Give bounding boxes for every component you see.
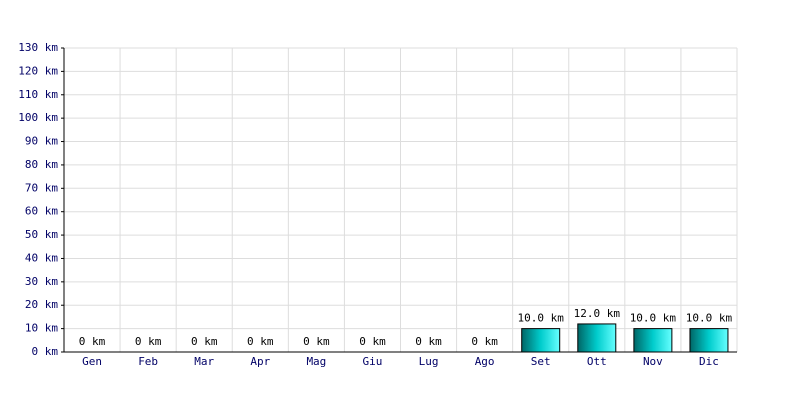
x-tick-label: Dic: [699, 355, 719, 368]
y-tick-label: 130 km: [18, 41, 58, 54]
y-tick-label: 40 km: [25, 251, 58, 264]
y-tick-label: 90 km: [25, 135, 58, 148]
data-label: 10.0 km: [686, 312, 733, 325]
y-tick-label: 30 km: [25, 275, 58, 288]
x-tick-label: Feb: [138, 355, 158, 368]
bar: [633, 328, 673, 353]
x-tick-label: Mar: [194, 355, 214, 368]
x-tick-label: Set: [531, 355, 551, 368]
y-tick-label: 120 km: [18, 64, 58, 77]
y-tick-label: 110 km: [18, 88, 58, 101]
data-label: 0 km: [415, 335, 442, 348]
data-label: 12.0 km: [574, 307, 621, 320]
y-tick-label: 70 km: [25, 181, 58, 194]
y-tick-label: 10 km: [25, 322, 58, 335]
x-tick-label: Giu: [363, 355, 383, 368]
y-tick-label: 60 km: [25, 205, 58, 218]
data-label: 0 km: [191, 335, 218, 348]
y-tick-label: 100 km: [18, 111, 58, 124]
x-tick-label: Lug: [419, 355, 439, 368]
data-label: 0 km: [303, 335, 330, 348]
x-tick-label: Ago: [475, 355, 495, 368]
bar: [577, 323, 617, 353]
bar: [689, 328, 729, 353]
data-label: 0 km: [79, 335, 106, 348]
data-label: 10.0 km: [630, 312, 677, 325]
data-label: 0 km: [247, 335, 274, 348]
x-tick-label: Nov: [643, 355, 663, 368]
data-label: 10.0 km: [518, 312, 565, 325]
x-tick-label: Gen: [82, 355, 102, 368]
data-label: 0 km: [135, 335, 162, 348]
y-tick-label: 50 km: [25, 228, 58, 241]
data-label: 0 km: [471, 335, 498, 348]
x-tick-label: Ott: [587, 355, 607, 368]
y-tick-label: 20 km: [25, 298, 58, 311]
x-tick-label: Mag: [306, 355, 326, 368]
bar: [521, 328, 561, 353]
x-tick-label: Apr: [250, 355, 270, 368]
data-label: 0 km: [359, 335, 386, 348]
y-tick-label: 0 km: [32, 345, 59, 358]
y-tick-label: 80 km: [25, 158, 58, 171]
